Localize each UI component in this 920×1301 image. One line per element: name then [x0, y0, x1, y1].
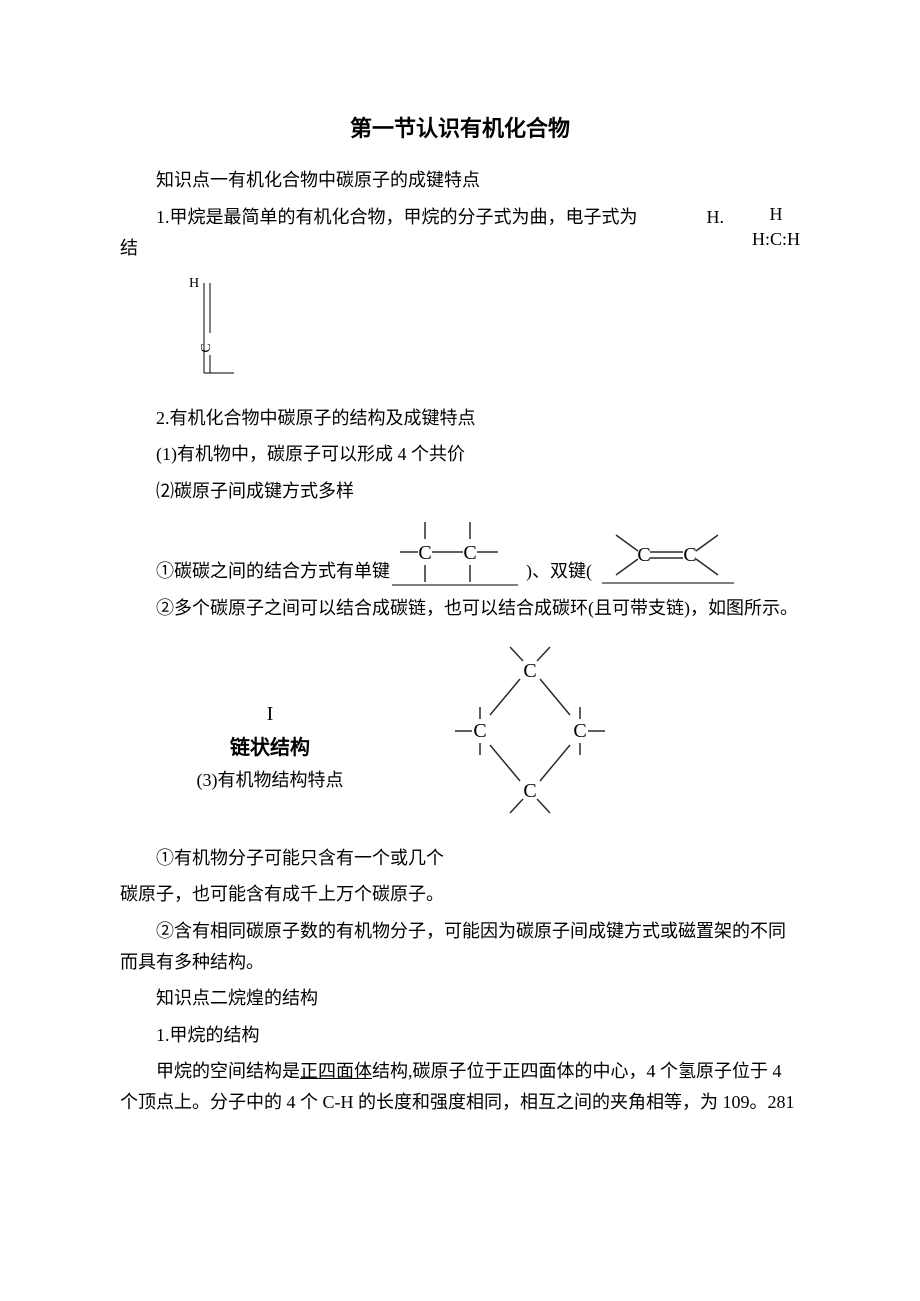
kp2-heading: 知识点二烷煌的结构	[120, 983, 800, 1014]
kp2-body: 甲烷的空间结构是正四面体结构,碳原子位于正四面体的中心，4 个氢原子位于 4 个…	[120, 1056, 800, 1117]
kp1-heading: 知识点一有机化合物中碳原子的成键特点	[120, 165, 800, 196]
cc-prefix: ①碳碳之间的结合方式有单键	[120, 556, 390, 587]
kp2-body-a: 甲烷的空间结构是	[156, 1061, 300, 1081]
c-label: C	[523, 780, 536, 802]
p3-heading: (3)有机物结构特点	[120, 765, 420, 796]
lewis-line2: H:C:H	[752, 227, 800, 252]
c-label: C	[418, 542, 431, 564]
c-label: C	[463, 542, 476, 564]
c-label: C	[637, 544, 650, 566]
p1-prefix: 1.甲烷是最简单的有机化合物，甲烷的分子式为曲，电子式为	[156, 207, 638, 227]
cc-double-bond-diagram: C C	[598, 527, 738, 587]
c-label: C	[523, 660, 536, 682]
roman-numeral: I	[120, 697, 420, 731]
p3-1: ①有机物分子可能只含有一个或几个	[120, 843, 800, 874]
p3-1b: 碳原子，也可能含有成千上万个碳原子。	[120, 879, 800, 910]
carbon-ring-diagram: C C C C	[420, 637, 800, 837]
lewis-structure: H H:C:H	[752, 202, 800, 252]
p2-1: (1)有机物中，碳原子可以形成 4 个共价	[120, 439, 800, 470]
kp2-p1: 1.甲烷的结构	[120, 1020, 800, 1051]
c-label: C	[473, 720, 486, 742]
h-label: H	[189, 276, 199, 291]
c-label: C	[199, 344, 214, 353]
c-label: C	[573, 720, 586, 742]
chain-structure-label: 链状结构	[120, 731, 420, 765]
lewis-line1: H	[752, 202, 800, 227]
p2: 2.有机化合物中碳原子的结构及成键特点	[120, 403, 800, 434]
section-title: 第一节认识有机化合物	[120, 110, 800, 147]
methane-structural-formula: H C	[180, 273, 800, 393]
cc-single-bond-diagram: C C	[390, 517, 520, 587]
p2-2b: ②多个碳原子之间可以结合成碳链，也可以结合成碳环(且可带支链)，如图所示。	[120, 593, 800, 624]
kp2-underline: 正四面体	[300, 1061, 372, 1081]
p1: 1.甲烷是最简单的有机化合物，甲烷的分子式为曲，电子式为 H. 结	[120, 202, 800, 263]
cc-mid: )、双键(	[526, 556, 592, 587]
p2-2: ⑵碳原子间成键方式多样	[120, 476, 800, 507]
p3-2: ②含有相同碳原子数的有机物分子，可能因为碳原子间成键方式或磁置架的不同而具有多种…	[120, 916, 800, 977]
c-label: C	[683, 544, 696, 566]
